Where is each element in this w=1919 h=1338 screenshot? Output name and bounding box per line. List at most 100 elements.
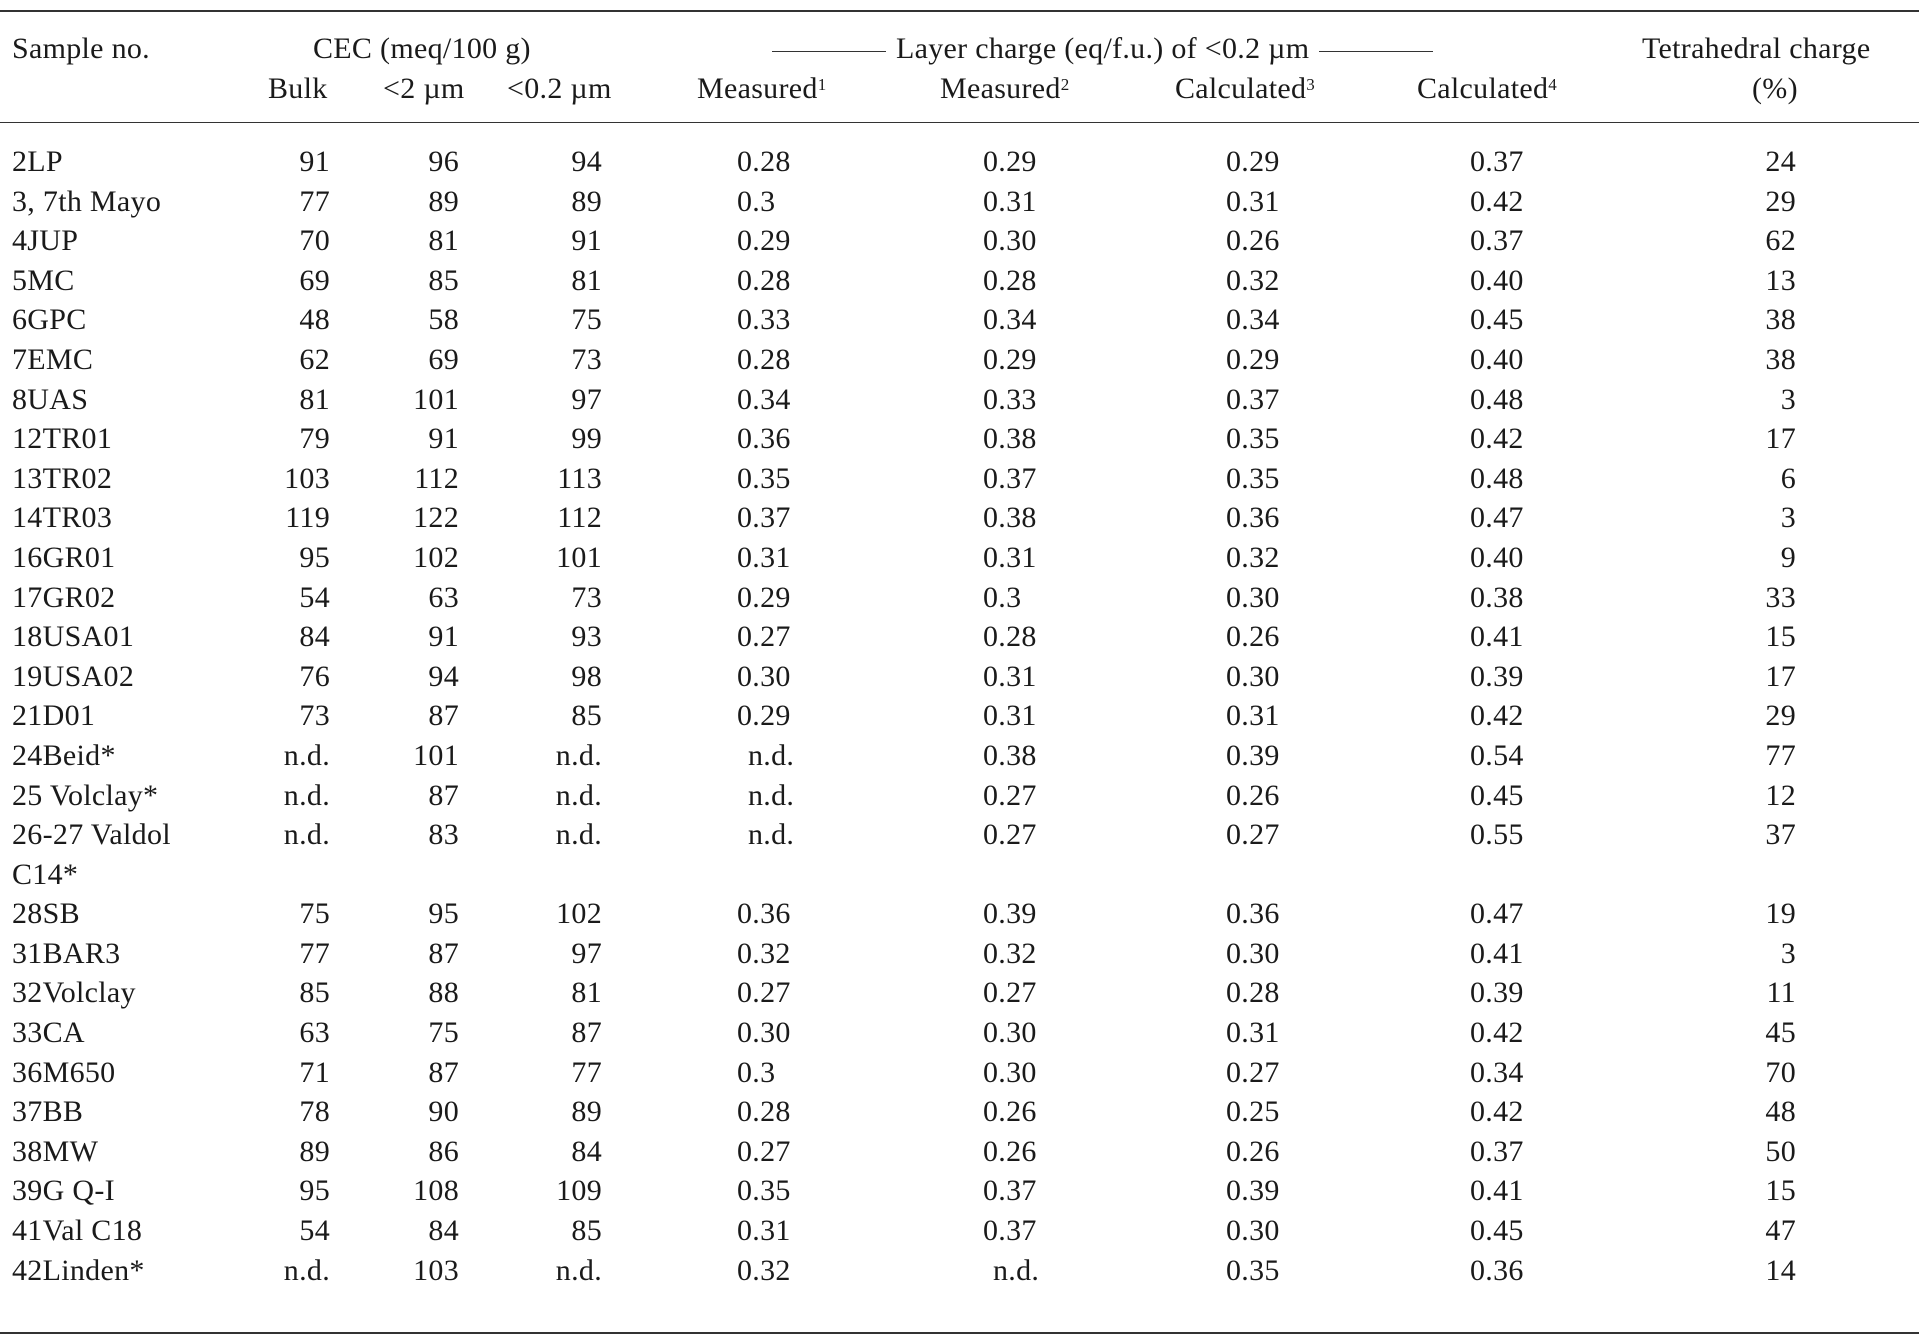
cell-calculated-3: 0.29 bbox=[1226, 145, 1280, 178]
cell-calculated-3: 0.30 bbox=[1226, 580, 1280, 614]
cell-measured-2: 0.38 bbox=[983, 738, 1037, 772]
cell-cec-lt02: 102 bbox=[556, 897, 602, 931]
cell-tetrahedral: 3 bbox=[1780, 501, 1796, 535]
cell-calculated-3: 0.39 bbox=[1226, 1174, 1280, 1208]
cell-calculated-4: 0.41 bbox=[1470, 1174, 1524, 1208]
cell-tetrahedral: 15 bbox=[1765, 620, 1796, 654]
cell-sample: 12TR01 bbox=[12, 422, 113, 456]
cell-measured-2: 0.27 bbox=[983, 778, 1037, 812]
cell-cec-lt2: 103 bbox=[413, 1253, 459, 1287]
cell-cec-lt2: 101 bbox=[413, 382, 459, 416]
cell-measured-2: 0.27 bbox=[983, 976, 1037, 1010]
cell-cec-bulk: n.d. bbox=[283, 818, 330, 852]
cell-calculated-4: 0.40 bbox=[1470, 263, 1524, 297]
cell-calculated-3: 0.37 bbox=[1226, 382, 1280, 416]
cell-tetrahedral: 33 bbox=[1765, 580, 1796, 614]
header-sample: Sample no. bbox=[12, 32, 150, 65]
cell-cec-bulk: 85 bbox=[299, 976, 330, 1010]
cell-measured-2: 0.28 bbox=[983, 263, 1037, 297]
table-top-rule bbox=[0, 10, 1919, 12]
cell-measured-1: 0.35 bbox=[737, 461, 791, 495]
cell-cec-lt02: n.d. bbox=[555, 738, 602, 772]
cell-cec-bulk: 69 bbox=[299, 263, 330, 297]
cell-cec-lt2: 96 bbox=[428, 145, 459, 178]
cell-sample: 24Beid* bbox=[12, 738, 116, 772]
cell-measured-2: 0.33 bbox=[983, 382, 1037, 416]
cell-calculated-4: 0.42 bbox=[1470, 1095, 1524, 1129]
table-row: 16GR01 95 102 101 0.31 0.31 0.32 0.40 9 bbox=[0, 538, 1919, 578]
header-measured-1: Measured1 bbox=[697, 70, 827, 108]
cell-calculated-4: 0.54 bbox=[1470, 738, 1524, 772]
cell-calculated-3: 0.26 bbox=[1226, 778, 1280, 812]
cell-cec-bulk: 48 bbox=[299, 303, 330, 337]
header-tetrahedral: Tetrahedral charge bbox=[1642, 32, 1871, 65]
cell-cec-lt02: 75 bbox=[571, 303, 602, 337]
cell-calculated-4: 0.42 bbox=[1470, 699, 1524, 733]
cell-sample: 28SB bbox=[12, 897, 80, 931]
cell-measured-1: n.d. bbox=[748, 818, 795, 852]
cell-measured-2: 0.37 bbox=[983, 1174, 1037, 1208]
cell-sample: 26-27 Valdol C14* bbox=[12, 818, 171, 891]
header-measured-2-footnote: 2 bbox=[1060, 75, 1070, 94]
table-row: 8UAS 81 101 97 0.34 0.33 0.37 0.48 3 bbox=[0, 380, 1919, 420]
cell-cec-lt2: 75 bbox=[428, 1016, 459, 1050]
cell-cec-bulk: 84 bbox=[299, 620, 330, 654]
table-row: 25 Volclay* n.d. 87 n.d. n.d. 0.27 0.26 0.45 12 bbox=[0, 776, 1919, 816]
cell-calculated-3: 0.29 bbox=[1226, 342, 1280, 376]
cell-measured-2: 0.34 bbox=[983, 303, 1037, 337]
cell-tetrahedral: 29 bbox=[1765, 699, 1796, 733]
cell-calculated-3: 0.36 bbox=[1226, 897, 1280, 931]
cell-cec-lt02: 97 bbox=[571, 936, 602, 970]
table-row: 36M650 71 87 77 0.3 0.30 0.27 0.34 70 bbox=[0, 1053, 1919, 1093]
cell-cec-lt2: 87 bbox=[428, 1055, 459, 1089]
cell-cec-lt02: 94 bbox=[571, 145, 602, 178]
cell-calculated-3: 0.36 bbox=[1226, 501, 1280, 535]
cell-calculated-3: 0.27 bbox=[1226, 818, 1280, 852]
cell-calculated-4: 0.41 bbox=[1470, 936, 1524, 970]
cell-calculated-3: 0.34 bbox=[1226, 303, 1280, 337]
cell-cec-bulk: 79 bbox=[299, 422, 330, 456]
cell-measured-1: 0.36 bbox=[737, 422, 791, 456]
table-row: 33CA 63 75 87 0.30 0.30 0.31 0.42 45 bbox=[0, 1013, 1919, 1053]
cell-cec-bulk: n.d. bbox=[283, 738, 330, 772]
cell-tetrahedral: 45 bbox=[1765, 1016, 1796, 1050]
table-row: 18USA01 84 91 93 0.27 0.28 0.26 0.41 15 bbox=[0, 617, 1919, 657]
header-calculated-3-label: Calculated bbox=[1175, 72, 1307, 105]
cell-sample: 4JUP bbox=[12, 224, 79, 258]
cell-tetrahedral: 3 bbox=[1780, 936, 1796, 970]
cell-calculated-3: 0.31 bbox=[1226, 184, 1280, 218]
cell-calculated-4: 0.37 bbox=[1470, 145, 1524, 178]
header-layer-text: Layer charge (eq/f.u.) of <0.2 µm bbox=[896, 32, 1310, 65]
cell-measured-2: 0.27 bbox=[983, 818, 1037, 852]
cell-measured-2: 0.29 bbox=[983, 145, 1037, 178]
cell-cec-bulk: n.d. bbox=[283, 1253, 330, 1287]
cell-measured-2: 0.38 bbox=[983, 501, 1037, 535]
cell-cec-lt2: 63 bbox=[428, 580, 459, 614]
cell-sample: 3, 7th Mayo bbox=[12, 184, 162, 218]
cell-tetrahedral: 62 bbox=[1765, 224, 1796, 258]
cell-measured-2: 0.29 bbox=[983, 342, 1037, 376]
cell-calculated-4: 0.38 bbox=[1470, 580, 1524, 614]
cell-cec-lt2: 84 bbox=[428, 1214, 459, 1248]
table-row: 28SB 75 95 102 0.36 0.39 0.36 0.47 19 bbox=[0, 894, 1919, 934]
cell-calculated-3: 0.25 bbox=[1226, 1095, 1280, 1129]
cell-calculated-4: 0.42 bbox=[1470, 184, 1524, 218]
cell-cec-bulk: 81 bbox=[299, 382, 330, 416]
cell-cec-bulk: 103 bbox=[284, 461, 330, 495]
table-row: 26-27 Valdol C14* n.d. 83 n.d. n.d. 0.27 0.27 0… bbox=[0, 815, 1919, 894]
cell-measured-2: 0.28 bbox=[983, 620, 1037, 654]
cell-calculated-4: 0.40 bbox=[1470, 540, 1524, 574]
cell-cec-bulk: 76 bbox=[299, 659, 330, 693]
table-row: 38MW 89 86 84 0.27 0.26 0.26 0.37 50 bbox=[0, 1132, 1919, 1172]
cell-measured-1: n.d. bbox=[748, 738, 795, 772]
header-dash-right bbox=[1319, 50, 1434, 52]
cell-calculated-4: 0.45 bbox=[1470, 778, 1524, 812]
cell-cec-lt02: 91 bbox=[571, 224, 602, 258]
cell-cec-lt2: 102 bbox=[413, 540, 459, 574]
table-row: 2LP 91 96 94 0.28 0.29 0.29 0.37 24 bbox=[0, 142, 1919, 182]
cell-calculated-3: 0.26 bbox=[1226, 1134, 1280, 1168]
cell-cec-lt02: 85 bbox=[571, 1214, 602, 1248]
cell-cec-bulk: 63 bbox=[299, 1016, 330, 1050]
cell-calculated-4: 0.42 bbox=[1470, 1016, 1524, 1050]
cell-cec-lt2: 95 bbox=[428, 897, 459, 931]
